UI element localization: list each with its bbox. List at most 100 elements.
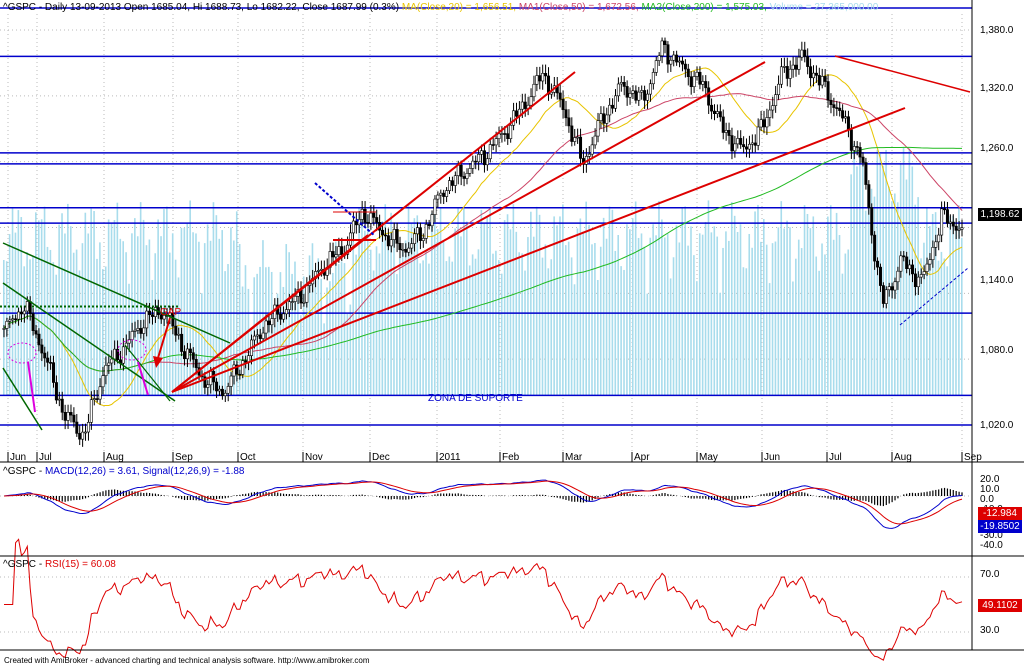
volume-bar	[573, 284, 576, 395]
volume-bar	[93, 211, 95, 395]
volume-bar	[201, 293, 203, 395]
candle-body	[811, 72, 815, 79]
candle-body	[893, 281, 897, 291]
candle-body	[570, 125, 574, 142]
macd-y-tick: -40.0	[980, 540, 1003, 551]
candle-body	[188, 348, 192, 354]
volume-bar	[224, 271, 226, 395]
volume-bar	[599, 246, 602, 395]
volume-bar	[768, 283, 771, 395]
volume-bar	[238, 244, 241, 395]
volume-bar	[273, 325, 276, 395]
candle-body	[92, 398, 96, 401]
volume-bar	[276, 293, 279, 395]
candle-body	[954, 225, 958, 231]
volume-bar	[442, 240, 445, 395]
candle-body	[613, 95, 617, 109]
candle-body	[456, 164, 460, 176]
volume-bar	[29, 259, 31, 395]
volume-bar	[99, 242, 101, 395]
candle-body	[587, 153, 591, 157]
candle-body	[72, 414, 76, 423]
volume-bar	[436, 229, 439, 395]
volume-bar	[783, 228, 785, 395]
candle-body	[54, 382, 58, 401]
candle-body	[60, 398, 64, 413]
candle-body	[116, 348, 120, 361]
volume-bar	[722, 247, 724, 395]
volume-bar	[885, 149, 887, 395]
candle-body	[290, 301, 294, 303]
volume-bar	[512, 204, 515, 395]
candle-body	[855, 146, 859, 148]
candle-body	[945, 209, 949, 224]
volume-bar	[853, 143, 855, 395]
candle-body	[66, 412, 70, 421]
candle-body	[797, 56, 801, 70]
volume-bar	[477, 249, 480, 395]
candle-body	[509, 124, 513, 139]
volume-bar	[896, 202, 899, 395]
candle-body	[878, 266, 882, 286]
candle-body	[835, 107, 839, 109]
volume-bar	[203, 243, 206, 395]
volume-bar	[934, 212, 937, 395]
trend-line	[2, 367, 43, 431]
candle-body	[316, 270, 320, 272]
volume-bar	[961, 237, 963, 395]
volume-bar	[317, 258, 320, 395]
volume-bar	[506, 214, 509, 395]
candle-body	[876, 260, 880, 268]
candle-body	[800, 49, 804, 58]
volume-bar	[142, 219, 145, 395]
ma20-line	[3, 67, 963, 406]
candle-body	[357, 219, 361, 226]
volume-bar	[285, 244, 288, 395]
x-tick-label: Feb	[502, 452, 520, 463]
volume-bar	[646, 293, 649, 395]
candle-body	[896, 270, 900, 283]
candle-body	[838, 107, 842, 111]
candle-body	[599, 113, 603, 121]
volume-bar	[637, 237, 640, 395]
candle-body	[753, 142, 757, 146]
candle-body	[756, 126, 760, 146]
candle-body	[226, 386, 230, 394]
volume-bar	[43, 206, 46, 395]
volume-bar	[166, 206, 168, 395]
candle-body	[22, 310, 26, 315]
candle-body	[544, 73, 548, 77]
candle-body	[514, 110, 518, 117]
volume-bar	[591, 244, 593, 395]
candle-body	[858, 147, 862, 158]
candle-body	[616, 83, 620, 97]
candle-body	[683, 63, 687, 70]
candle-body	[747, 143, 751, 150]
wedge-line	[314, 182, 376, 237]
candle-body	[471, 160, 475, 169]
volume-bar	[803, 205, 806, 395]
volume-bar	[527, 237, 529, 395]
volume-bar	[96, 258, 98, 395]
x-tick-label: Jun	[10, 452, 26, 463]
volume-bar	[75, 249, 78, 395]
candle-body	[951, 221, 955, 227]
volume-bar	[567, 241, 570, 395]
volume-bar	[707, 200, 710, 395]
candle-body	[852, 146, 856, 151]
x-tick-label: Nov	[305, 452, 323, 463]
candle-body	[217, 388, 221, 392]
candle-body	[593, 135, 597, 146]
volume-bar	[122, 241, 124, 395]
volume-bar	[361, 211, 363, 395]
candle-body	[779, 66, 783, 85]
candle-body	[168, 312, 172, 316]
volume-bar	[154, 253, 157, 395]
volume-bar	[719, 292, 721, 395]
volume-bar	[448, 256, 451, 395]
candle-body	[151, 314, 155, 317]
candle-body	[733, 143, 737, 152]
volume-bar	[465, 221, 468, 395]
volume-bar	[661, 219, 663, 395]
volume-bar	[393, 229, 395, 395]
